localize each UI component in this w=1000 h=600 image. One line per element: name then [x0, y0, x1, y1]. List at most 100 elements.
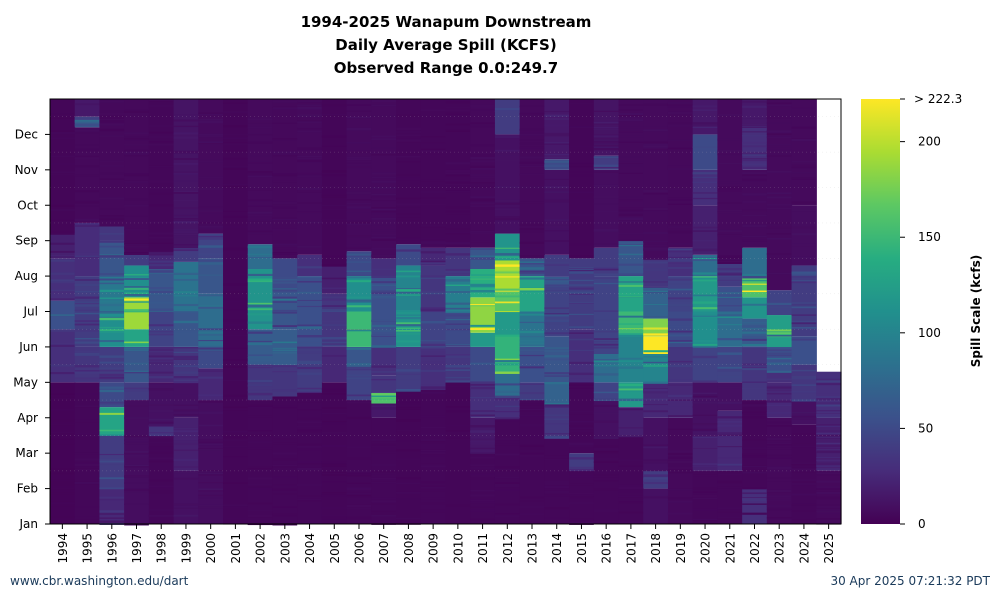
y-tick-label: Apr	[17, 411, 38, 425]
heatmap-stripe	[569, 378, 594, 381]
heatmap-stripe	[742, 368, 767, 371]
heatmap-stripe	[198, 490, 224, 492]
heatmap-stripe	[223, 246, 248, 249]
heatmap-stripe	[766, 203, 792, 206]
y-tick-label: Jan	[19, 517, 39, 531]
heatmap-stripe	[544, 490, 570, 494]
heatmap-stripe	[593, 458, 619, 460]
heatmap-stripe	[742, 224, 767, 228]
heatmap-stripe	[519, 270, 545, 273]
heatmap-stripe	[519, 230, 545, 233]
heatmap-stripe	[198, 259, 224, 262]
heatmap-stripe	[445, 406, 471, 409]
heatmap-stripe	[223, 133, 248, 136]
heatmap-stripe	[618, 511, 644, 514]
heatmap-stripe	[124, 292, 149, 295]
heatmap-stripe	[692, 520, 718, 522]
heatmap-stripe	[74, 350, 100, 353]
heatmap-stripe	[247, 133, 273, 136]
heatmap-stripe	[321, 310, 347, 312]
heatmap-column-2016	[593, 99, 620, 524]
heatmap-stripe	[99, 289, 125, 292]
heatmap-stripe	[593, 360, 619, 363]
heatmap-stripe	[50, 408, 75, 411]
heatmap-stripe	[791, 275, 817, 278]
heatmap-stripe	[494, 230, 520, 232]
heatmap-stripe	[643, 391, 668, 394]
heatmap-stripe	[223, 445, 248, 448]
heatmap-cell	[742, 488, 768, 524]
heatmap-stripe	[667, 360, 693, 363]
heatmap-stripe	[173, 163, 199, 165]
heatmap-stripe	[50, 397, 75, 400]
heatmap-stripe	[519, 339, 545, 342]
heatmap-stripe	[99, 178, 125, 180]
heatmap-stripe	[321, 514, 347, 517]
heatmap-stripe	[445, 107, 471, 109]
heatmap-stripe	[692, 176, 718, 178]
heatmap-stripe	[816, 446, 841, 449]
heatmap-stripe	[692, 122, 718, 125]
heatmap-stripe	[717, 189, 743, 192]
heatmap-cell	[544, 403, 570, 439]
heatmap-stripe	[742, 290, 767, 293]
heatmap-stripe	[816, 439, 841, 443]
heatmap-stripe	[544, 455, 570, 459]
heatmap-stripe	[569, 457, 594, 460]
heatmap-stripe	[420, 277, 446, 280]
heatmap-stripe	[618, 239, 644, 242]
heatmap-stripe	[396, 439, 421, 442]
heatmap-stripe	[50, 250, 75, 253]
heatmap-stripe	[173, 231, 199, 234]
heatmap-stripe	[593, 364, 619, 367]
heatmap-stripe	[519, 496, 545, 499]
heatmap-stripe	[445, 242, 471, 245]
heatmap-stripe	[272, 452, 298, 455]
heatmap-stripe	[396, 127, 421, 131]
heatmap-stripe	[494, 469, 520, 472]
heatmap-cell	[742, 297, 768, 319]
heatmap-stripe	[74, 506, 100, 508]
heatmap-stripe	[74, 323, 100, 326]
heatmap-stripe	[173, 218, 199, 221]
heatmap-stripe	[74, 103, 100, 106]
heatmap-cell	[198, 400, 224, 524]
heatmap-cell	[396, 389, 422, 524]
heatmap-stripe	[816, 374, 841, 377]
heatmap-column-1994	[50, 99, 76, 524]
heatmap-stripe	[643, 288, 668, 291]
heatmap-stripe	[569, 496, 594, 499]
heatmap-stripe	[346, 394, 372, 397]
heatmap-stripe	[717, 261, 743, 264]
heatmap-stripe	[173, 311, 199, 313]
heatmap-stripe	[643, 145, 668, 148]
heatmap-stripe	[569, 243, 594, 246]
heatmap-stripe	[371, 379, 397, 381]
heatmap-stripe	[74, 378, 100, 381]
heatmap-stripe	[717, 114, 743, 116]
heatmap-stripe	[494, 264, 520, 267]
heatmap-stripe	[124, 439, 149, 442]
heatmap-stripe	[816, 464, 841, 467]
heatmap-stripe	[247, 379, 273, 383]
heatmap-stripe	[321, 451, 347, 453]
heatmap-cell	[247, 400, 274, 524]
heatmap-stripe	[519, 398, 545, 401]
heatmap-stripe	[544, 178, 570, 180]
heatmap-stripe	[544, 191, 570, 193]
heatmap-stripe	[593, 319, 619, 321]
heatmap-stripe	[667, 341, 693, 344]
heatmap-stripe	[223, 188, 248, 191]
heatmap-stripe	[494, 271, 520, 274]
heatmap-stripe	[717, 272, 743, 274]
heatmap-stripe	[198, 237, 224, 240]
heatmap-stripe	[445, 399, 471, 402]
colorbar-max-label: > 222.3	[914, 92, 962, 106]
heatmap-stripe	[519, 266, 545, 269]
heatmap-stripe	[346, 110, 372, 112]
heatmap-stripe	[297, 115, 322, 117]
heatmap-cell	[643, 354, 669, 383]
heatmap-stripe	[692, 315, 718, 317]
heatmap-stripe	[297, 299, 322, 301]
heatmap-stripe	[371, 481, 397, 484]
